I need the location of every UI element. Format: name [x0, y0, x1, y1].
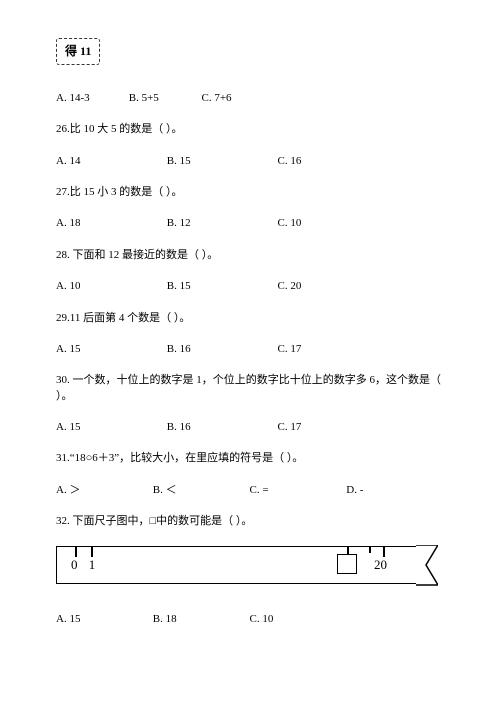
q31-opt-c: C. =: [250, 483, 344, 498]
q30-opt-a: A. 15: [56, 420, 164, 435]
q25-opt-c: C. 7+6: [202, 91, 272, 106]
q28-opt-a: A. 10: [56, 279, 164, 294]
q26-text: 26.比 10 大 5 的数是（ ）。: [56, 122, 444, 137]
q30-text: 30. 一个数，十位上的数字是 1，个位上的数字比十位上的数字多 6，这个数是（…: [56, 373, 444, 404]
q28-opt-c: C. 20: [278, 279, 302, 294]
q32-opt-a: A. 15: [56, 612, 150, 627]
ruler-square-icon: [337, 554, 357, 574]
q25-opt-b: B. 5+5: [129, 91, 199, 106]
q28-opt-b: B. 15: [167, 279, 275, 294]
q30-options: A. 15 B. 16 C. 17: [56, 420, 444, 435]
q32-opt-c: C. 10: [250, 612, 274, 627]
ruler-cut-icon: [416, 545, 438, 586]
q29-opt-a: A. 15: [56, 342, 164, 357]
q32-options: A. 15 B. 18 C. 10: [56, 612, 444, 627]
q31-options: A. ＞ B. ＜ C. = D. -: [56, 483, 444, 498]
q26-opt-a: A. 14: [56, 154, 164, 169]
q25-opt-a: A. 14-3: [56, 91, 126, 106]
q29-opt-c: C. 17: [278, 342, 302, 357]
q26-opt-b: B. 15: [167, 154, 275, 169]
q30-opt-c: C. 17: [278, 420, 302, 435]
badge-text: 得 11: [65, 44, 91, 58]
q28-options: A. 10 B. 15 C. 20: [56, 279, 444, 294]
ruler-num-left: 0 1: [71, 556, 99, 574]
q29-options: A. 15 B. 16 C. 17: [56, 342, 444, 357]
q27-opt-c: C. 10: [278, 216, 302, 231]
badge-de11: 得 11: [56, 38, 100, 65]
q25-options: A. 14-3 B. 5+5 C. 7+6: [56, 91, 444, 106]
q32-opt-b: B. 18: [153, 612, 247, 627]
ruler-figure: 0 1 20: [56, 546, 444, 584]
q31-text: 31.“18○6＋3”，比较大小，在里应填的符号是（ ）。: [56, 451, 444, 466]
q31-opt-b: B. ＜: [153, 483, 247, 498]
q32-text: 32. 下面尺子图中，□中的数可能是（ ）。: [56, 514, 444, 529]
q26-options: A. 14 B. 15 C. 16: [56, 154, 444, 169]
q28-text: 28. 下面和 12 最接近的数是（ ）。: [56, 248, 444, 263]
q27-opt-b: B. 12: [167, 216, 275, 231]
q31-opt-d: D. -: [346, 483, 363, 498]
q27-options: A. 18 B. 12 C. 10: [56, 216, 444, 231]
q31-opt-a: A. ＞: [56, 483, 150, 498]
q27-text: 27.比 15 小 3 的数是（ ）。: [56, 185, 444, 200]
q27-opt-a: A. 18: [56, 216, 164, 231]
q26-opt-c: C. 16: [278, 154, 302, 169]
ruler-body: 0 1 20: [56, 546, 416, 584]
q29-opt-b: B. 16: [167, 342, 275, 357]
q29-text: 29.11 后面第 4 个数是（ ）。: [56, 311, 444, 326]
ruler-tick-19: [369, 546, 371, 553]
q30-opt-b: B. 16: [167, 420, 275, 435]
ruler-num-right: 20: [374, 556, 387, 574]
